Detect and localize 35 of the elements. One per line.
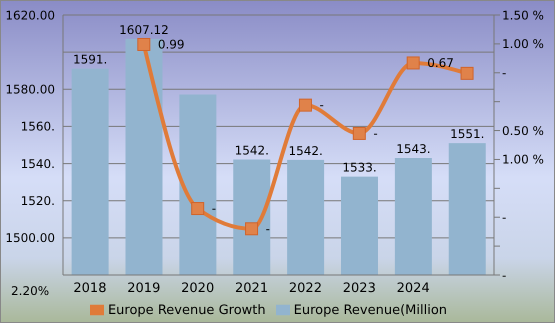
y2-tick-label: - — [502, 66, 506, 80]
data-label: - — [319, 98, 324, 112]
data-label: 1533. — [342, 160, 377, 175]
y-tick-label: 1540. — [20, 156, 55, 171]
x-tick-label: 2020 — [181, 281, 214, 296]
y2-tick-label: - — [502, 210, 506, 224]
data-label: 1551. — [450, 127, 484, 142]
y2-tick-label: 1.00 % — [502, 37, 544, 52]
x-tick-label: 2021 — [235, 281, 268, 296]
data-label: - — [373, 126, 378, 140]
data-label: 0.99 — [158, 37, 185, 52]
y2-tick-label: 0.50 % — [502, 124, 544, 138]
x-tick-label: 2019 — [127, 281, 160, 296]
x-tick-label: 2024 — [396, 281, 430, 296]
data-label: 1542. — [234, 143, 269, 158]
data-label: - — [266, 222, 270, 236]
y-tick-label: 1500.00 — [5, 231, 55, 246]
data-label: 1591. — [72, 52, 108, 67]
text: 2.20% — [11, 284, 50, 298]
y-tick-label: 1560. — [20, 120, 55, 134]
data-label: 1543. — [396, 142, 431, 156]
y-tick-label: 1620.00 — [5, 8, 55, 22]
x-tick-label: 2023 — [342, 281, 376, 296]
x-tick-label: 2022 — [288, 281, 322, 296]
data-label: 1542. — [288, 144, 323, 158]
legend-label: Europe Revenue Growth — [108, 303, 266, 318]
y2-tick-label: - — [502, 268, 506, 282]
data-label: - — [212, 202, 216, 216]
data-label: 1607.12 — [119, 22, 169, 37]
y-tick-label: 1580.00 — [5, 82, 55, 97]
x-tick-label: 2018 — [73, 281, 106, 296]
legend-label: Europe Revenue(Million — [294, 303, 448, 318]
y2-tick-label: 1.00 % — [502, 152, 544, 167]
y2-tick-label: 1.50 % — [502, 8, 544, 22]
y-tick-label: 1520. — [20, 194, 55, 208]
